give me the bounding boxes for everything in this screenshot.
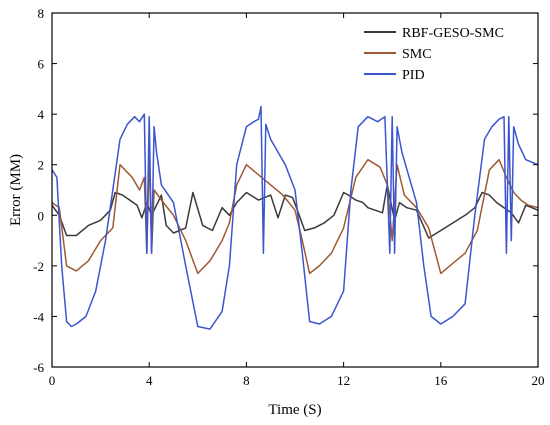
x-tick-label: 4 — [146, 373, 153, 388]
x-tick-label: 16 — [434, 373, 448, 388]
legend-label-0: RBF-GESO-SMC — [402, 26, 504, 41]
legend-label-2: PID — [402, 68, 425, 83]
y-tick-label: -4 — [33, 309, 44, 324]
y-tick-label: 6 — [38, 57, 45, 72]
x-tick-label: 12 — [337, 373, 350, 388]
legend-label-1: SMC — [402, 47, 432, 62]
plot-frame — [51, 12, 539, 368]
x-axis-title: Time (S) — [268, 402, 321, 418]
y-tick-label: 4 — [38, 107, 45, 122]
y-tick-label: 2 — [38, 158, 45, 173]
y-tick-label: 0 — [38, 208, 45, 223]
x-tick-label: 8 — [243, 373, 250, 388]
series-line-0 — [52, 184, 538, 239]
axes: 0 4 8 12 16 20 -6 -4 -2 0 2 4 6 8 — [33, 6, 544, 388]
plot-area — [52, 105, 538, 330]
x-tick-label: 20 — [532, 373, 545, 388]
series-line-1 — [52, 151, 538, 275]
legend: RBF-GESO-SMC SMC PID — [364, 26, 504, 83]
y-tick-label: 8 — [38, 6, 45, 21]
x-tick-label: 0 — [49, 373, 56, 388]
y-axis-title: Error (MM) — [8, 154, 24, 226]
y-tick-label: -2 — [33, 259, 44, 274]
y-tick-label: -6 — [33, 360, 44, 375]
series-line-2 — [52, 105, 538, 330]
